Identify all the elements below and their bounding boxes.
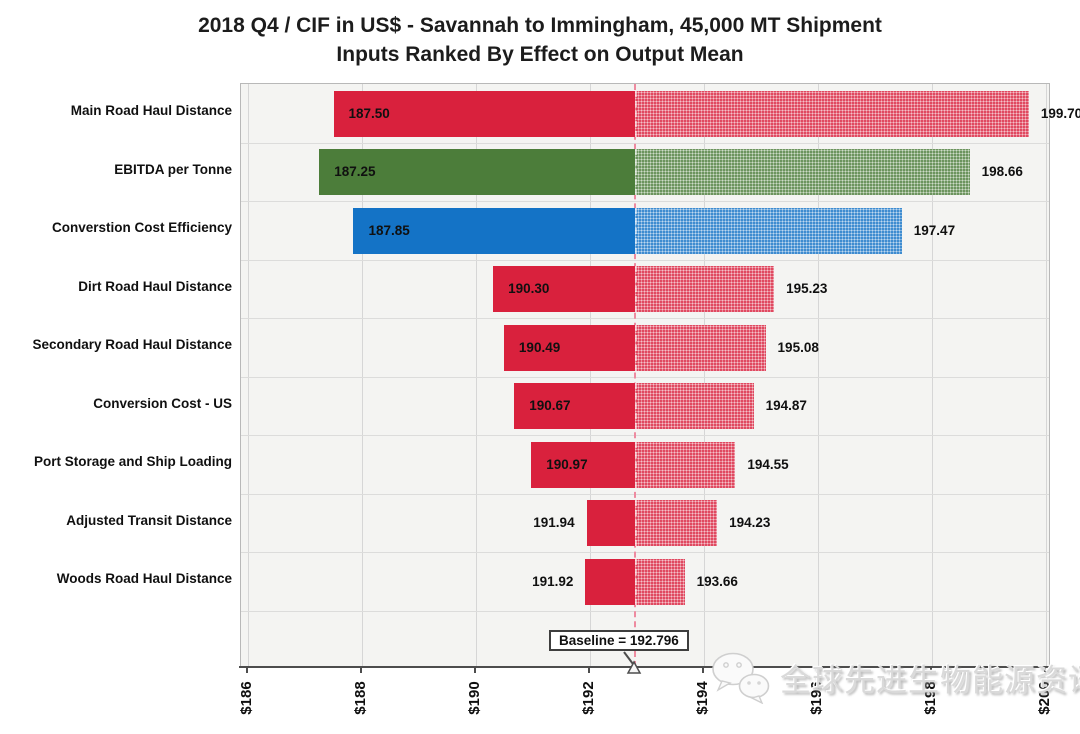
bar-low-value: 190.49 bbox=[518, 339, 561, 355]
watermark-text: 全球先进生物能源资讯 bbox=[780, 662, 1080, 698]
gridline-vertical bbox=[248, 84, 249, 667]
x-axis-tick-label: $190 bbox=[466, 681, 483, 715]
x-axis-tick-label: $186 bbox=[238, 681, 255, 715]
bar-high-segment bbox=[635, 266, 775, 312]
gridline-vertical bbox=[704, 84, 705, 667]
gridline-horizontal bbox=[241, 201, 1049, 202]
x-axis-tick bbox=[474, 668, 476, 673]
category-label: Secondary Road Haul Distance bbox=[32, 337, 232, 353]
baseline-leader bbox=[623, 651, 642, 674]
bar-high-value: 197.47 bbox=[913, 222, 956, 238]
bar-low-segment bbox=[353, 207, 636, 254]
bar-low-value: 191.94 bbox=[533, 515, 575, 530]
bar-low-segment bbox=[531, 441, 636, 488]
gridline-horizontal bbox=[241, 610, 1049, 612]
bar-high-segment bbox=[635, 324, 766, 371]
category-label: Adjusted Transit Distance bbox=[66, 512, 232, 528]
gridline-horizontal bbox=[241, 142, 1049, 144]
bar-high-segment bbox=[635, 500, 718, 546]
category-label: Dirt Road Haul Distance bbox=[78, 278, 232, 294]
chart-title: 2018 Q4 / CIF in US$ - Savannah to Immin… bbox=[0, 11, 1080, 69]
bar-high-value: 195.08 bbox=[777, 339, 819, 355]
baseline-marker-triangle bbox=[626, 660, 642, 674]
bar-low-value: 187.25 bbox=[334, 164, 376, 179]
bar-low-segment bbox=[514, 383, 636, 429]
category-label: Conversion Cost - US bbox=[93, 395, 232, 411]
gridline-horizontal bbox=[241, 376, 1049, 378]
baseline-line bbox=[634, 84, 637, 667]
x-axis-tick bbox=[246, 668, 248, 673]
bar-high-segment bbox=[635, 558, 685, 605]
gridline-horizontal bbox=[241, 259, 1049, 261]
bar-low-value: 190.30 bbox=[508, 281, 550, 296]
gridline-vertical bbox=[362, 84, 363, 667]
bar-low-value: 190.67 bbox=[529, 398, 571, 413]
category-label: Converstion Cost Efficiency bbox=[51, 220, 232, 236]
x-axis-tick bbox=[816, 668, 818, 673]
bar-high-value: 194.23 bbox=[729, 515, 771, 530]
bar-high-segment bbox=[635, 90, 1029, 137]
bar-low-segment bbox=[586, 500, 636, 546]
gridline-vertical bbox=[1046, 84, 1047, 667]
x-axis-tick bbox=[360, 668, 362, 673]
bar-high-value: 194.55 bbox=[747, 456, 789, 472]
category-label: Main Road Haul Distance bbox=[70, 103, 232, 119]
bar-high-segment bbox=[635, 441, 736, 488]
watermark: 全球先进生物能源资讯 bbox=[710, 650, 1080, 704]
gridline-vertical bbox=[590, 84, 591, 667]
bar-low-segment bbox=[319, 149, 636, 195]
plot-area: 187.50 199.70 187.25 198.66 187.85 197.47 190.… bbox=[240, 83, 1080, 668]
gridline-vertical bbox=[818, 84, 819, 667]
gridline-horizontal bbox=[241, 435, 1049, 436]
x-axis-tick bbox=[930, 668, 932, 673]
baseline-callout: Baseline = 192.796 bbox=[549, 630, 689, 651]
bar-high-value: 194.87 bbox=[765, 398, 807, 413]
gridline-vertical bbox=[932, 84, 933, 667]
bar-low-segment bbox=[585, 558, 636, 605]
chart-title-line1: 2018 Q4 / CIF in US$ - Savannah to Immin… bbox=[198, 14, 882, 37]
category-label: EBITDA per Tonne bbox=[114, 161, 232, 177]
bar-high-segment bbox=[635, 383, 754, 429]
bar-low-value: 187.50 bbox=[348, 105, 390, 121]
bar-high-value: 199.70 bbox=[1040, 105, 1080, 121]
category-label: Port Storage and Ship Loading bbox=[33, 454, 232, 470]
category-label: Woods Road Haul Distance bbox=[56, 571, 232, 587]
bar-low-value: 190.97 bbox=[546, 456, 588, 472]
x-axis-tick bbox=[1044, 668, 1046, 673]
x-axis-line bbox=[239, 666, 1050, 668]
x-axis-tick-label: $188 bbox=[352, 681, 369, 715]
bar-high-value: 198.66 bbox=[981, 164, 1023, 179]
x-axis-tick bbox=[702, 668, 704, 673]
gridline-vertical bbox=[476, 84, 477, 667]
bar-high-value: 195.23 bbox=[786, 281, 828, 296]
wechat-icon bbox=[712, 652, 770, 704]
chart-title-line2: Inputs Ranked By Effect on Output Mean bbox=[336, 43, 744, 66]
bar-high-segment bbox=[635, 207, 902, 254]
gridline-horizontal bbox=[241, 318, 1049, 319]
bar-high-value: 193.66 bbox=[696, 573, 738, 589]
gridline-horizontal bbox=[241, 552, 1049, 553]
bar-low-value: 191.92 bbox=[532, 573, 574, 589]
bar-low-segment bbox=[333, 90, 636, 137]
bar-low-segment bbox=[503, 324, 636, 371]
bar-low-value: 187.85 bbox=[368, 222, 410, 238]
gridline-horizontal bbox=[241, 493, 1049, 495]
bar-low-segment bbox=[493, 266, 636, 312]
bar-high-segment bbox=[635, 149, 970, 195]
baseline-leader-line bbox=[623, 651, 634, 665]
x-axis-tick bbox=[588, 668, 590, 673]
